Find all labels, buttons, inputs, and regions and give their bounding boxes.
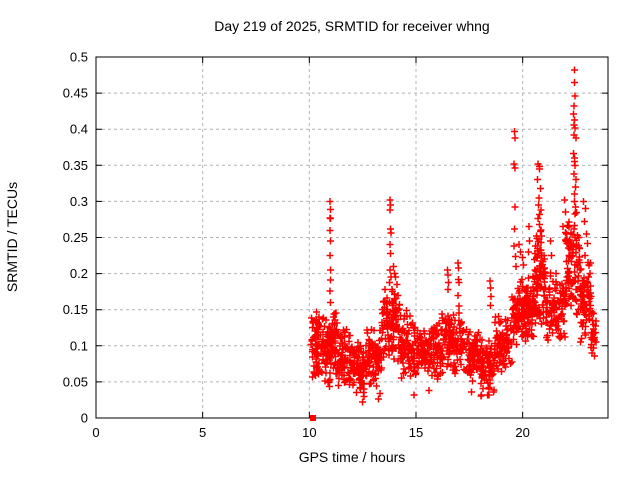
x-tick-label: 10 [302, 425, 316, 440]
y-tick-label: 0.5 [70, 50, 88, 65]
y-tick-label: 0.45 [63, 86, 88, 101]
y-tick-label: 0.4 [70, 122, 88, 137]
chart-title: Day 219 of 2025, SRMTID for receiver whn… [214, 18, 489, 34]
tick-labels: 0 5 10 15 20 0 0.05 0.1 0.15 0.2 0.25 0.3 0.35 0.4 0.4… [63, 50, 530, 441]
y-tick-label: 0.3 [70, 194, 88, 209]
x-tick-label: 0 [92, 425, 99, 440]
plot-border [95, 56, 609, 419]
grid-lines [96, 57, 608, 418]
y-tick-label: 0.25 [63, 230, 88, 245]
x-axis-label: GPS time / hours [299, 449, 406, 465]
x-tick-label: 15 [409, 425, 423, 440]
y-tick-label: 0.35 [63, 158, 88, 173]
y-tick-label: 0.15 [63, 302, 88, 317]
y-tick-label: 0.1 [70, 338, 88, 353]
y-axis-label: SRMTID / TECUs [4, 182, 20, 292]
special-point-markers [309, 415, 316, 421]
scatter-points [307, 66, 600, 406]
filled-square-marker [309, 415, 316, 421]
x-tick-label: 20 [515, 425, 529, 440]
y-tick-label: 0.05 [63, 374, 88, 389]
x-tick-label: 5 [199, 425, 206, 440]
y-tick-label: 0.2 [70, 266, 88, 281]
grid-path [96, 57, 608, 418]
y-tick-label: 0 [81, 411, 88, 426]
